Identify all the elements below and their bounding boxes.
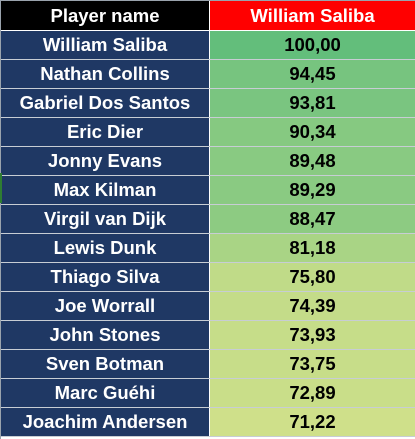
score-cell[interactable]: 89,29: [210, 176, 415, 204]
score-cell[interactable]: 88,47: [210, 205, 415, 233]
table-body: William Saliba 100,00 Nathan Collins 94,45 G…: [1, 31, 415, 437]
table-row: Gabriel Dos Santos 93,81: [1, 89, 415, 118]
player-name-cell[interactable]: Joachim Andersen: [1, 408, 210, 436]
table-row: Virgil van Dijk 88,47: [1, 205, 415, 234]
player-name-cell[interactable]: William Saliba: [1, 31, 210, 59]
row-selection-marker: [0, 173, 2, 203]
score-cell[interactable]: 81,18: [210, 234, 415, 262]
score-cell[interactable]: 73,93: [210, 321, 415, 349]
score-cell[interactable]: 93,81: [210, 89, 415, 117]
score-cell[interactable]: 89,48: [210, 147, 415, 175]
score-cell[interactable]: 100,00: [210, 31, 415, 59]
table-row: Nathan Collins 94,45: [1, 60, 415, 89]
player-name-cell[interactable]: Eric Dier: [1, 118, 210, 146]
table-row: John Stones 73,93: [1, 321, 415, 350]
table-row: Max Kilman 89,29: [1, 176, 415, 205]
table-row: Marc Guéhi 72,89: [1, 379, 415, 408]
player-name-cell[interactable]: Sven Botman: [1, 350, 210, 378]
score-cell[interactable]: 90,34: [210, 118, 415, 146]
score-cell[interactable]: 74,39: [210, 292, 415, 320]
player-name-cell[interactable]: John Stones: [1, 321, 210, 349]
player-name-cell[interactable]: Jonny Evans: [1, 147, 210, 175]
score-cell[interactable]: 94,45: [210, 60, 415, 88]
player-name-cell[interactable]: Virgil van Dijk: [1, 205, 210, 233]
player-name-cell[interactable]: Lewis Dunk: [1, 234, 210, 262]
score-cell[interactable]: 73,75: [210, 350, 415, 378]
table-row: Lewis Dunk 81,18: [1, 234, 415, 263]
table-row: Thiago Silva 75,80: [1, 263, 415, 292]
player-name-cell[interactable]: Thiago Silva: [1, 263, 210, 291]
table-row: Joachim Andersen 71,22: [1, 408, 415, 437]
player-name-cell[interactable]: Max Kilman: [1, 176, 210, 204]
player-name-header[interactable]: Player name: [1, 1, 210, 30]
score-cell[interactable]: 72,89: [210, 379, 415, 407]
table-row: Eric Dier 90,34: [1, 118, 415, 147]
player-name-cell[interactable]: Marc Guéhi: [1, 379, 210, 407]
score-cell[interactable]: 75,80: [210, 263, 415, 291]
player-name-cell[interactable]: Nathan Collins: [1, 60, 210, 88]
header-row: Player name William Saliba: [1, 1, 415, 31]
score-cell[interactable]: 71,22: [210, 408, 415, 436]
table-row: Joe Worrall 74,39: [1, 292, 415, 321]
table-row: Jonny Evans 89,48: [1, 147, 415, 176]
table-row: William Saliba 100,00: [1, 31, 415, 60]
score-header[interactable]: William Saliba: [210, 1, 415, 30]
table-row: Sven Botman 73,75: [1, 350, 415, 379]
player-name-cell[interactable]: Gabriel Dos Santos: [1, 89, 210, 117]
player-name-cell[interactable]: Joe Worrall: [1, 292, 210, 320]
